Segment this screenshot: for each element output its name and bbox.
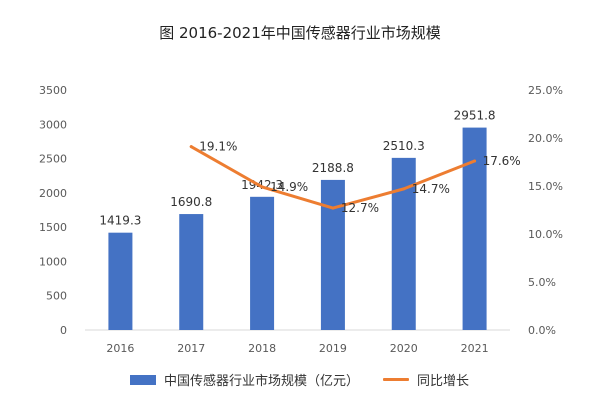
growth-data-label: 17.6%	[483, 154, 521, 168]
right-axis-tick-label: 5.0%	[528, 276, 556, 289]
left-axis-tick-label: 2000	[39, 187, 67, 200]
right-axis: 0.0% 5.0% 10.0% 15.0% 20.0% 25.0%	[528, 84, 563, 337]
right-axis-tick-label: 15.0%	[528, 180, 563, 193]
left-axis-tick-label: 1500	[39, 221, 67, 234]
left-axis-tick-label: 500	[46, 290, 67, 303]
bar-data-label: 1419.3	[99, 214, 141, 228]
growth-point	[189, 145, 193, 149]
left-axis: 0 500 1000 1500 2000 2500 3000 3500	[39, 84, 67, 337]
legend-label-market-size: 中国传感器行业市场规模（亿元）	[164, 374, 360, 389]
legend-item-market-size: 中国传感器行业市场规模（亿元）	[130, 370, 359, 389]
growth-line-series: 19.1% 14.9% 12.7% 14.7% 17.6%	[189, 140, 521, 215]
legend-item-growth: 同比增长	[383, 370, 469, 389]
bar-data-label: 1690.8	[170, 195, 212, 209]
bar	[179, 214, 204, 330]
chart-title: 图 2016-2021年中国传感器行业市场规模	[159, 24, 441, 42]
x-axis: 2016 2017 2018 2019 2020 2021	[85, 329, 510, 355]
left-axis-tick-label: 3000	[39, 118, 67, 131]
bar	[108, 232, 133, 330]
bar-data-label: 2951.8	[454, 109, 496, 123]
left-axis-tick-label: 2500	[39, 153, 67, 166]
x-axis-tick-label: 2016	[106, 342, 134, 355]
left-axis-tick-label: 3500	[39, 84, 67, 97]
right-axis-tick-label: 20.0%	[528, 132, 563, 145]
growth-point	[473, 159, 477, 163]
left-axis-tick-label: 0	[60, 324, 67, 337]
growth-data-label: 14.9%	[270, 180, 308, 194]
right-axis-tick-label: 25.0%	[528, 84, 563, 97]
growth-point	[260, 185, 264, 189]
left-axis-tick-label: 1000	[39, 255, 67, 268]
x-axis-tick-label: 2017	[177, 342, 205, 355]
growth-point	[331, 206, 335, 210]
x-axis-tick-label: 2018	[248, 342, 276, 355]
right-axis-tick-label: 10.0%	[528, 228, 563, 241]
bar	[250, 196, 275, 330]
x-axis-tick-label: 2019	[319, 342, 347, 355]
growth-data-label: 12.7%	[341, 201, 379, 215]
legend-label-growth: 同比增长	[417, 374, 470, 389]
bar-data-label: 2510.3	[383, 139, 425, 153]
legend-line-swatch	[383, 378, 409, 381]
x-axis-tick-label: 2021	[461, 342, 489, 355]
right-axis-tick-label: 0.0%	[528, 324, 556, 337]
legend-bar-swatch	[130, 374, 156, 385]
growth-data-label: 14.7%	[412, 182, 450, 196]
bar-data-label: 2188.8	[312, 161, 354, 175]
growth-data-label: 19.1%	[199, 140, 237, 154]
growth-point	[402, 187, 406, 191]
x-axis-tick-label: 2020	[390, 342, 418, 355]
